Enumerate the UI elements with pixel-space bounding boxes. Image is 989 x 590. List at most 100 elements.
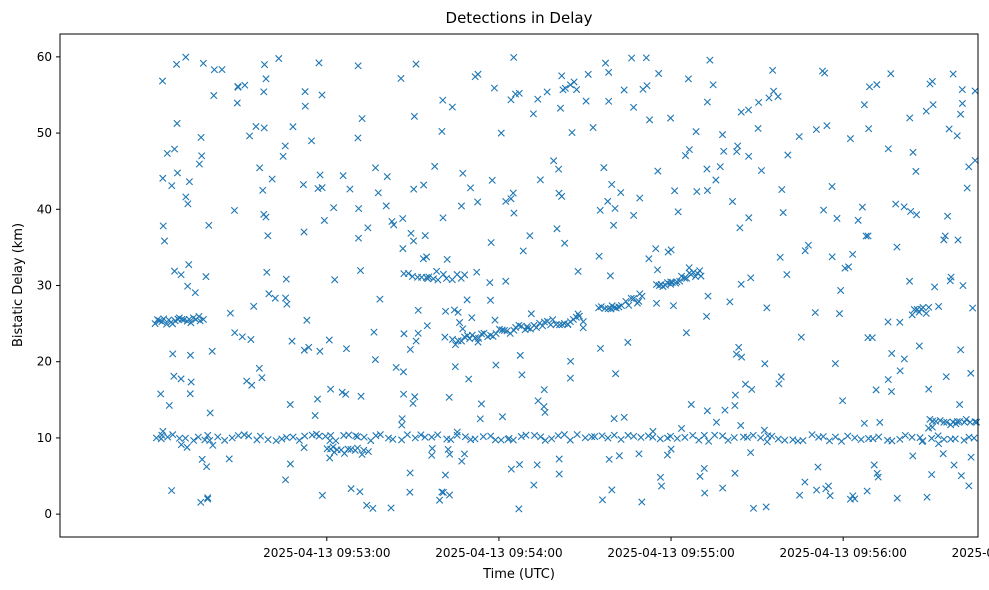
detection-point <box>491 436 500 444</box>
detection-point <box>875 433 883 441</box>
detection-point <box>316 347 324 355</box>
detection-point <box>814 463 822 471</box>
detection-point <box>730 434 738 442</box>
detection-point <box>387 504 395 512</box>
detection-point <box>609 221 618 229</box>
detection-point <box>486 296 495 304</box>
detection-point <box>949 70 957 78</box>
detection-point <box>849 250 857 258</box>
detection-point <box>204 494 212 502</box>
detection-point <box>183 443 191 451</box>
detection-point <box>652 245 660 253</box>
detection-point <box>187 319 195 327</box>
detection-point <box>354 62 362 70</box>
detection-point <box>833 214 841 222</box>
detection-point <box>399 214 407 223</box>
detection-point <box>406 488 414 496</box>
detection-point <box>476 415 484 423</box>
detection-point <box>929 101 937 109</box>
detection-point <box>502 197 510 205</box>
detection-point <box>376 295 384 303</box>
detection-point <box>570 78 578 86</box>
detection-point <box>962 415 970 424</box>
detection-point <box>869 435 877 443</box>
detection-point <box>204 495 212 503</box>
detection-point <box>635 297 643 305</box>
detection-point <box>417 431 425 439</box>
detection-point <box>347 445 355 454</box>
detection-point <box>473 268 481 276</box>
detection-point <box>486 278 494 287</box>
detection-point <box>819 432 827 441</box>
detection-point <box>893 494 901 502</box>
detection-point <box>271 294 279 302</box>
detection-point <box>490 84 498 92</box>
detection-point <box>352 432 360 440</box>
detection-point <box>761 360 769 368</box>
detection-point <box>971 156 979 165</box>
detection-point <box>428 451 436 459</box>
detection-point <box>762 503 770 511</box>
detection-point <box>445 393 453 401</box>
detection-point <box>468 314 476 322</box>
detection-point <box>517 432 525 441</box>
detection-point <box>667 445 675 453</box>
detection-point <box>812 486 821 494</box>
detection-point <box>331 276 339 284</box>
detection-point <box>454 308 462 316</box>
detection-point <box>908 433 916 441</box>
detection-point <box>444 445 452 453</box>
detection-point <box>170 372 178 380</box>
detection-point <box>301 102 309 110</box>
detection-point <box>445 491 454 499</box>
detection-point <box>245 132 254 140</box>
detection-point <box>928 471 936 479</box>
detection-point <box>581 434 589 442</box>
detection-point <box>465 375 473 383</box>
detection-point <box>957 346 965 354</box>
detection-point <box>262 75 270 83</box>
detection-point <box>598 432 606 440</box>
detection-point <box>589 123 597 132</box>
detection-point <box>604 197 612 205</box>
detection-point <box>158 431 166 439</box>
y-tick-label: 0 <box>44 507 52 521</box>
detection-point <box>182 193 190 201</box>
detection-point <box>876 418 884 426</box>
detection-point <box>503 327 511 335</box>
detection-point <box>693 187 701 196</box>
detection-point <box>353 444 362 452</box>
detection-point <box>332 437 340 445</box>
detection-point <box>963 184 971 192</box>
detection-point <box>371 164 380 172</box>
detection-point <box>783 270 791 279</box>
detection-point <box>438 488 446 496</box>
detection-point <box>364 224 372 232</box>
detection-point <box>604 305 612 313</box>
detection-point <box>703 407 711 415</box>
detection-point <box>315 59 323 67</box>
detection-point <box>821 69 829 77</box>
detection-point <box>455 318 464 327</box>
detection-point <box>384 434 393 442</box>
detection-point <box>450 306 458 314</box>
detection-point <box>526 232 534 240</box>
detection-point <box>392 363 400 372</box>
chart-title: Detections in Delay <box>446 9 593 27</box>
detection-point <box>864 334 872 342</box>
detection-point <box>272 437 280 445</box>
detection-point <box>720 147 728 155</box>
detection-point <box>301 88 309 96</box>
detection-point <box>606 272 615 280</box>
detection-point <box>970 434 978 442</box>
detection-point <box>537 433 545 441</box>
detection-point <box>342 390 350 398</box>
detection-point <box>170 267 179 275</box>
data-points <box>151 53 981 513</box>
detection-point <box>492 361 500 369</box>
detection-point <box>507 96 515 104</box>
detection-point <box>687 400 695 409</box>
detection-point <box>556 104 565 112</box>
detection-point <box>864 232 872 240</box>
